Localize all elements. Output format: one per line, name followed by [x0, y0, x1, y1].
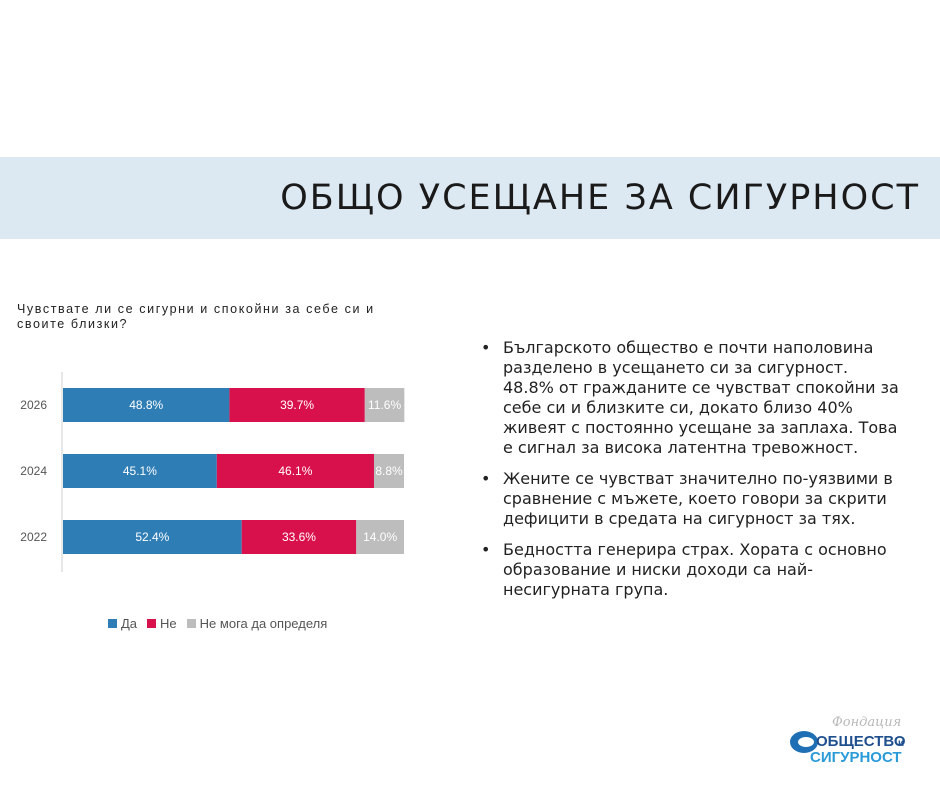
legend-label: Не: [160, 616, 177, 631]
legend-item: Не: [147, 616, 177, 631]
data-label: 14.0%: [363, 530, 397, 544]
bullet-item: • Бедността генерира страх. Хората с осно…: [481, 540, 887, 599]
stacked-bar-chart: 2026 48.8% 39.7% 11.6% 2024 45.1% 46.1% 8.8% 202…: [20, 372, 405, 572]
bar-segment: [356, 520, 404, 554]
data-label: 52.4%: [135, 530, 169, 544]
chart-legend: Да Не Не мога да определя: [108, 616, 327, 631]
legend-swatch: [108, 619, 117, 628]
data-label: 33.6%: [282, 530, 316, 544]
bar-segment: [229, 388, 365, 422]
title-banner: [0, 157, 940, 239]
legend-label: Не мога да определя: [199, 616, 328, 631]
bar-segment: [241, 520, 357, 554]
category-label: 2022: [20, 530, 47, 544]
bar-segment: [63, 454, 217, 488]
bar-segment: [364, 388, 405, 422]
page-title: ОБЩО УСЕЩАНЕ ЗА СИГУРНОСТ: [280, 178, 920, 218]
legend-swatch: [147, 619, 157, 628]
data-label: 39.7%: [280, 398, 314, 412]
data-label: 48.8%: [129, 398, 163, 412]
legend-label: Да: [121, 616, 138, 631]
data-label: 45.1%: [123, 464, 157, 478]
logo-conj-text: и: [898, 738, 904, 749]
bullet-item: • Жените се чувстват значително по-уязвим…: [481, 469, 893, 528]
bar-segment: [216, 454, 374, 488]
legend-item: Не мога да определя: [186, 616, 328, 631]
data-label: 11.6%: [368, 398, 401, 412]
data-label: 46.1%: [278, 464, 312, 478]
data-label: 8.8%: [375, 464, 403, 478]
legend-item: Да: [108, 616, 137, 631]
logo-bottom-text: СИГУРНОСТ: [810, 749, 902, 766]
category-label: 2026: [20, 398, 47, 412]
foundation-logo: Фондация ОБЩЕСТВО и СИГУРНОСТ: [790, 715, 906, 766]
bar-segment: [63, 520, 242, 554]
legend-swatch: [186, 619, 196, 628]
chart-question: Чувствате ли се сигурни и спокойни за се…: [17, 302, 375, 331]
logo-main-text: ОБЩЕСТВО: [816, 733, 906, 750]
logo-swoosh-icon: [798, 737, 814, 747]
logo-top-text: Фондация: [832, 715, 901, 730]
bullet-list: • Българското общество е почти наполовина…: [481, 338, 901, 611]
bar-segment: [373, 454, 404, 488]
bar-segment: [63, 388, 230, 422]
category-label: 2024: [20, 464, 47, 478]
bullet-item: • Българското общество е почти наполовина…: [481, 338, 899, 457]
